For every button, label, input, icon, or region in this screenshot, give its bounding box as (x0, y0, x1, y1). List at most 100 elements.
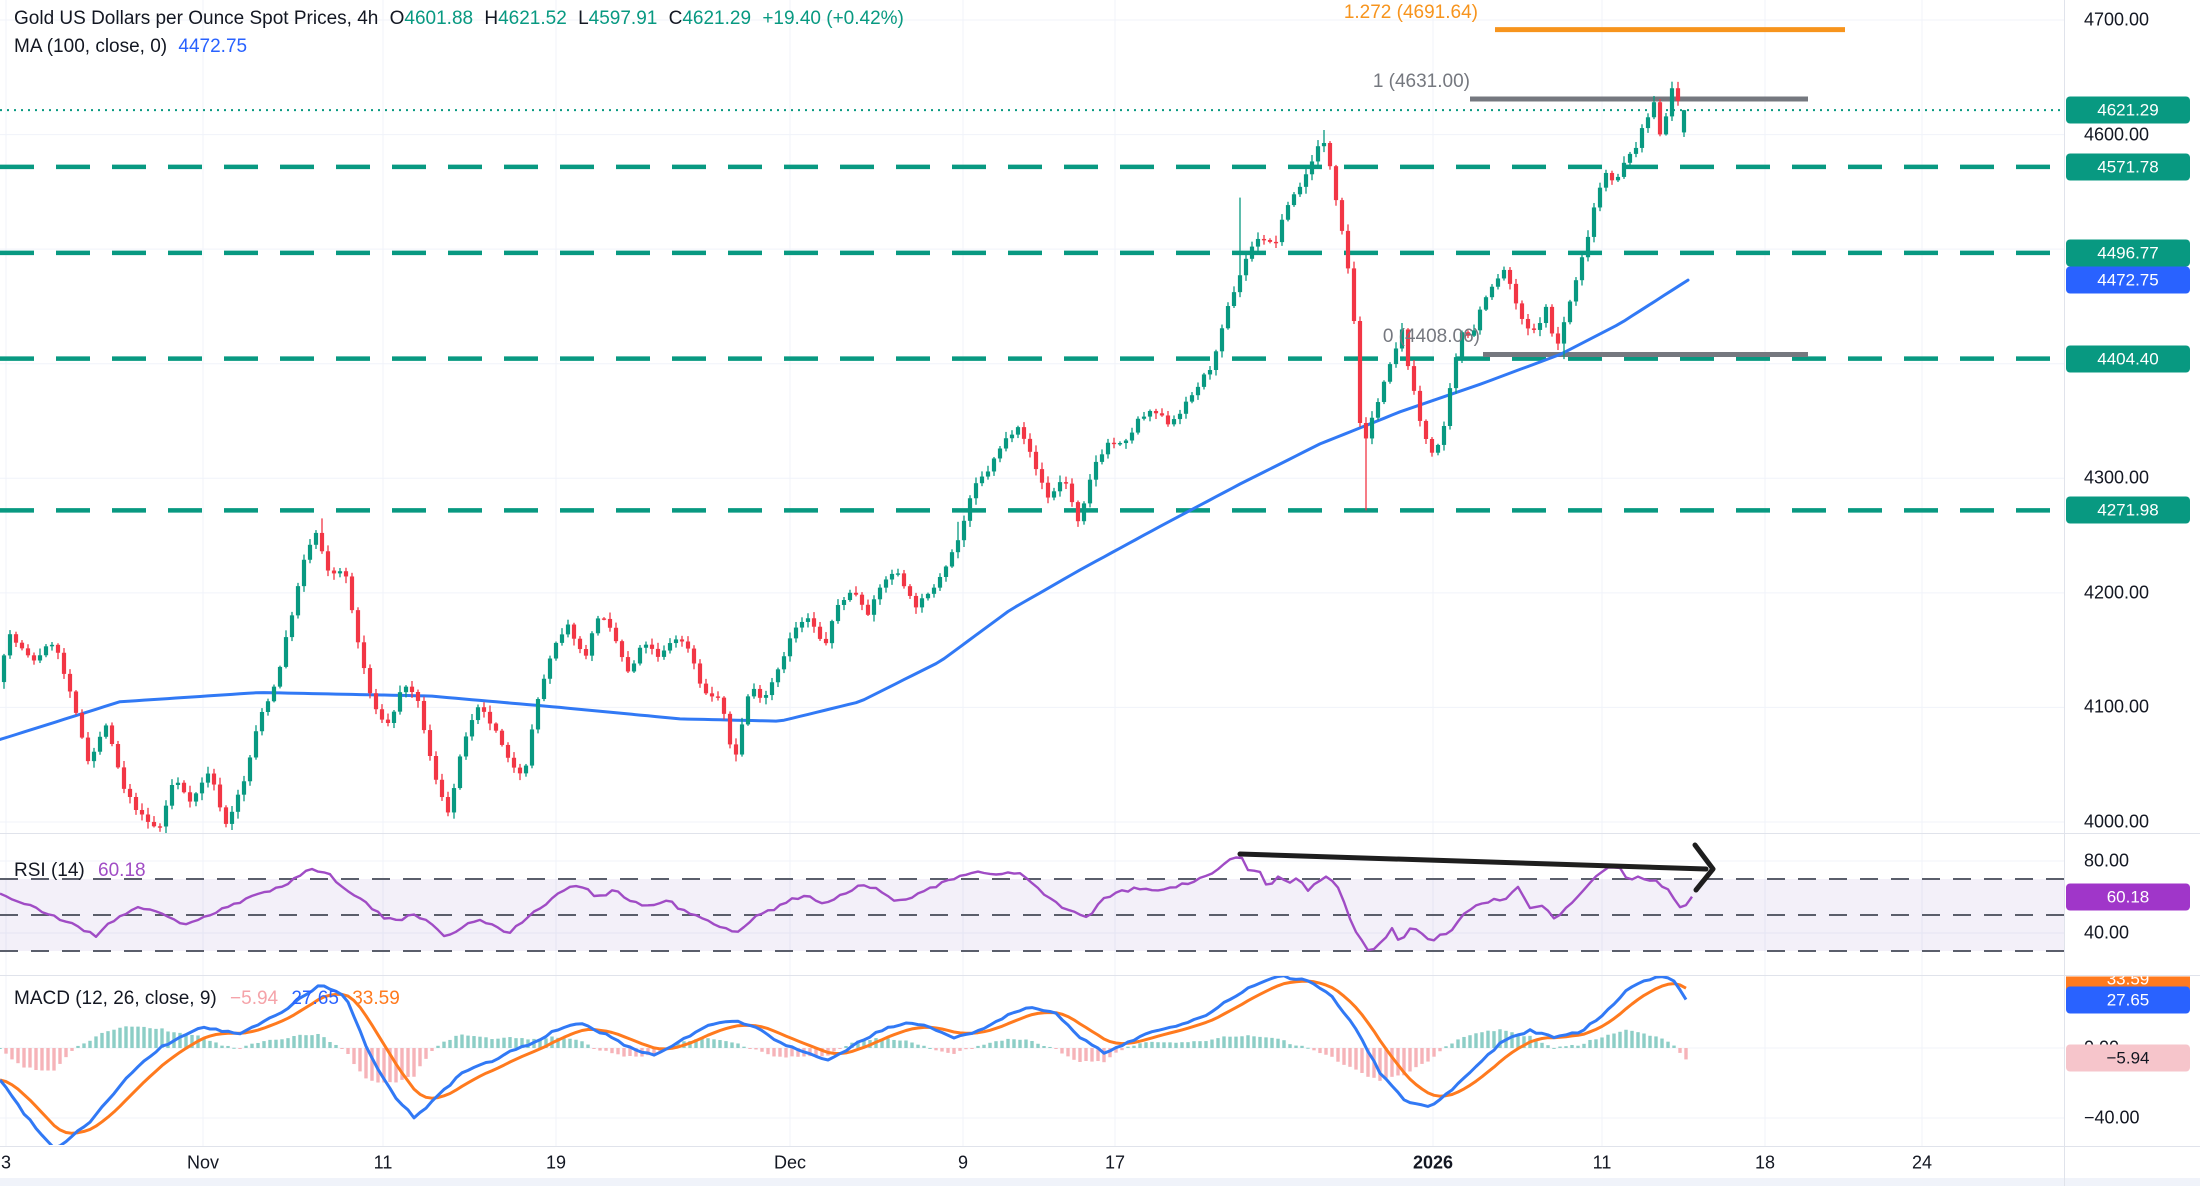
low-label: L (578, 8, 589, 29)
macd-histogram-bar (544, 1038, 548, 1048)
pane-separator-price-rsi[interactable] (0, 833, 2200, 834)
candle-body (1669, 88, 1675, 117)
candle-body (1219, 328, 1225, 352)
candle-body (1165, 415, 1171, 425)
candle-body (1657, 102, 1663, 135)
macd-histogram-bar (34, 1048, 38, 1071)
symbol-title: Gold US Dollars per Ounce Spot Prices, 4… (14, 8, 379, 29)
macd-histogram-bar (1648, 1035, 1652, 1048)
candle-body (307, 544, 313, 560)
macd-histogram-bar (1546, 1045, 1550, 1048)
macd-histogram-bar (784, 1048, 788, 1058)
low-value: 4597.91 (588, 8, 658, 29)
candle-body (529, 729, 535, 766)
candle-body (1525, 318, 1531, 329)
macd-histogram-bar (10, 1048, 14, 1060)
rsi-value: 60.18 (98, 860, 146, 881)
candle-body (799, 621, 805, 628)
macd-histogram-bar (892, 1039, 896, 1048)
change-value: +19.40 (+0.42%) (762, 8, 904, 29)
macd-histogram-bar (736, 1043, 740, 1048)
candle-body (67, 673, 73, 692)
axis-tick-label: 4300.00 (2084, 467, 2150, 488)
trend-arrow-annotation[interactable] (1237, 842, 1716, 893)
macd-line[interactable] (0, 976, 1688, 1146)
macd-histogram-bar (1594, 1039, 1598, 1048)
macd-histogram-bar (358, 1048, 362, 1072)
candle-body (961, 520, 967, 541)
macd-histogram-bar (730, 1042, 734, 1048)
pane-separator-rsi-macd[interactable] (0, 975, 2200, 976)
candle-body (1039, 469, 1045, 483)
macd-signal-value: 33.59 (352, 988, 400, 1009)
macd-histogram-bar (1582, 1043, 1586, 1048)
macd-histogram-bar (70, 1048, 74, 1051)
macd-histogram-bar (1498, 1029, 1502, 1048)
candle-body (859, 594, 865, 605)
rsi-line[interactable] (0, 856, 1693, 952)
candle-body (1321, 143, 1327, 147)
candle-body (1345, 230, 1351, 269)
macd-histogram-bar (1108, 1048, 1112, 1058)
candle-body (313, 532, 319, 545)
macd-histogram-bar (718, 1040, 722, 1048)
macd-histogram-bar (364, 1048, 368, 1079)
macd-histogram-bar (148, 1028, 152, 1048)
candle-body (1543, 306, 1549, 324)
macd-histogram-bar (520, 1038, 524, 1048)
candle-body (871, 599, 877, 615)
candle-body (1627, 153, 1633, 163)
candle-body (1261, 238, 1267, 241)
candle-body (493, 723, 499, 731)
macd-histogram-bar (964, 1048, 968, 1050)
candle-body (1357, 321, 1363, 423)
macd-histogram-bar (598, 1048, 602, 1051)
candle-body (1381, 381, 1387, 403)
macd-histogram-bar (706, 1038, 710, 1048)
macd-histogram-bar (1492, 1031, 1496, 1048)
candle-body (1267, 239, 1273, 242)
time-label: 9 (957, 1152, 969, 1173)
macd-histogram-bar (1618, 1031, 1622, 1048)
candle-body (1441, 425, 1447, 445)
candle-body (1537, 323, 1543, 330)
ma-line[interactable] (0, 278, 1690, 741)
macd-histogram-bar (1294, 1045, 1298, 1048)
macd-histogram-bar (712, 1039, 716, 1048)
candle-body (451, 788, 457, 813)
candle-body (1231, 292, 1237, 307)
candle-body (1333, 166, 1339, 201)
macd-histogram-bar (934, 1048, 938, 1051)
candle-body (337, 571, 343, 574)
candle-body (355, 610, 361, 643)
macd-histogram-bar (232, 1047, 236, 1049)
candle-body (709, 693, 715, 697)
macd-histogram-bar (1330, 1048, 1334, 1057)
macd-histogram-bar (58, 1048, 62, 1064)
macd-histogram-bar (1246, 1035, 1250, 1048)
candle-body (541, 678, 547, 700)
candle-body (1003, 438, 1009, 449)
macd-title: MACD (12, 26, close, 9) (14, 988, 217, 1009)
macd-histogram-bar (634, 1048, 638, 1057)
macd-histogram-bar (1312, 1048, 1316, 1051)
candle-body (1099, 454, 1105, 462)
price-badge: −5.94 (2066, 1044, 2190, 1072)
candle-body (367, 668, 373, 694)
candle-body (565, 624, 571, 635)
chart-canvas[interactable] (0, 0, 2064, 1146)
candle-body (607, 618, 613, 628)
candle-body (271, 686, 277, 702)
candle-body (1483, 297, 1489, 310)
price-badge: 4271.98 (2066, 496, 2190, 524)
candle-body (415, 692, 421, 701)
macd-histogram-bar (406, 1048, 410, 1077)
axis-tick-label: 4200.00 (2084, 582, 2150, 603)
candle-body (433, 756, 439, 780)
candle-body (1495, 278, 1501, 287)
price-badge: 27.65 (2066, 986, 2190, 1014)
price-axis-separator (2064, 0, 2065, 1186)
candle-body (379, 709, 385, 720)
macd-histogram-bar (1168, 1042, 1172, 1048)
macd-histogram-bar (1012, 1039, 1016, 1048)
